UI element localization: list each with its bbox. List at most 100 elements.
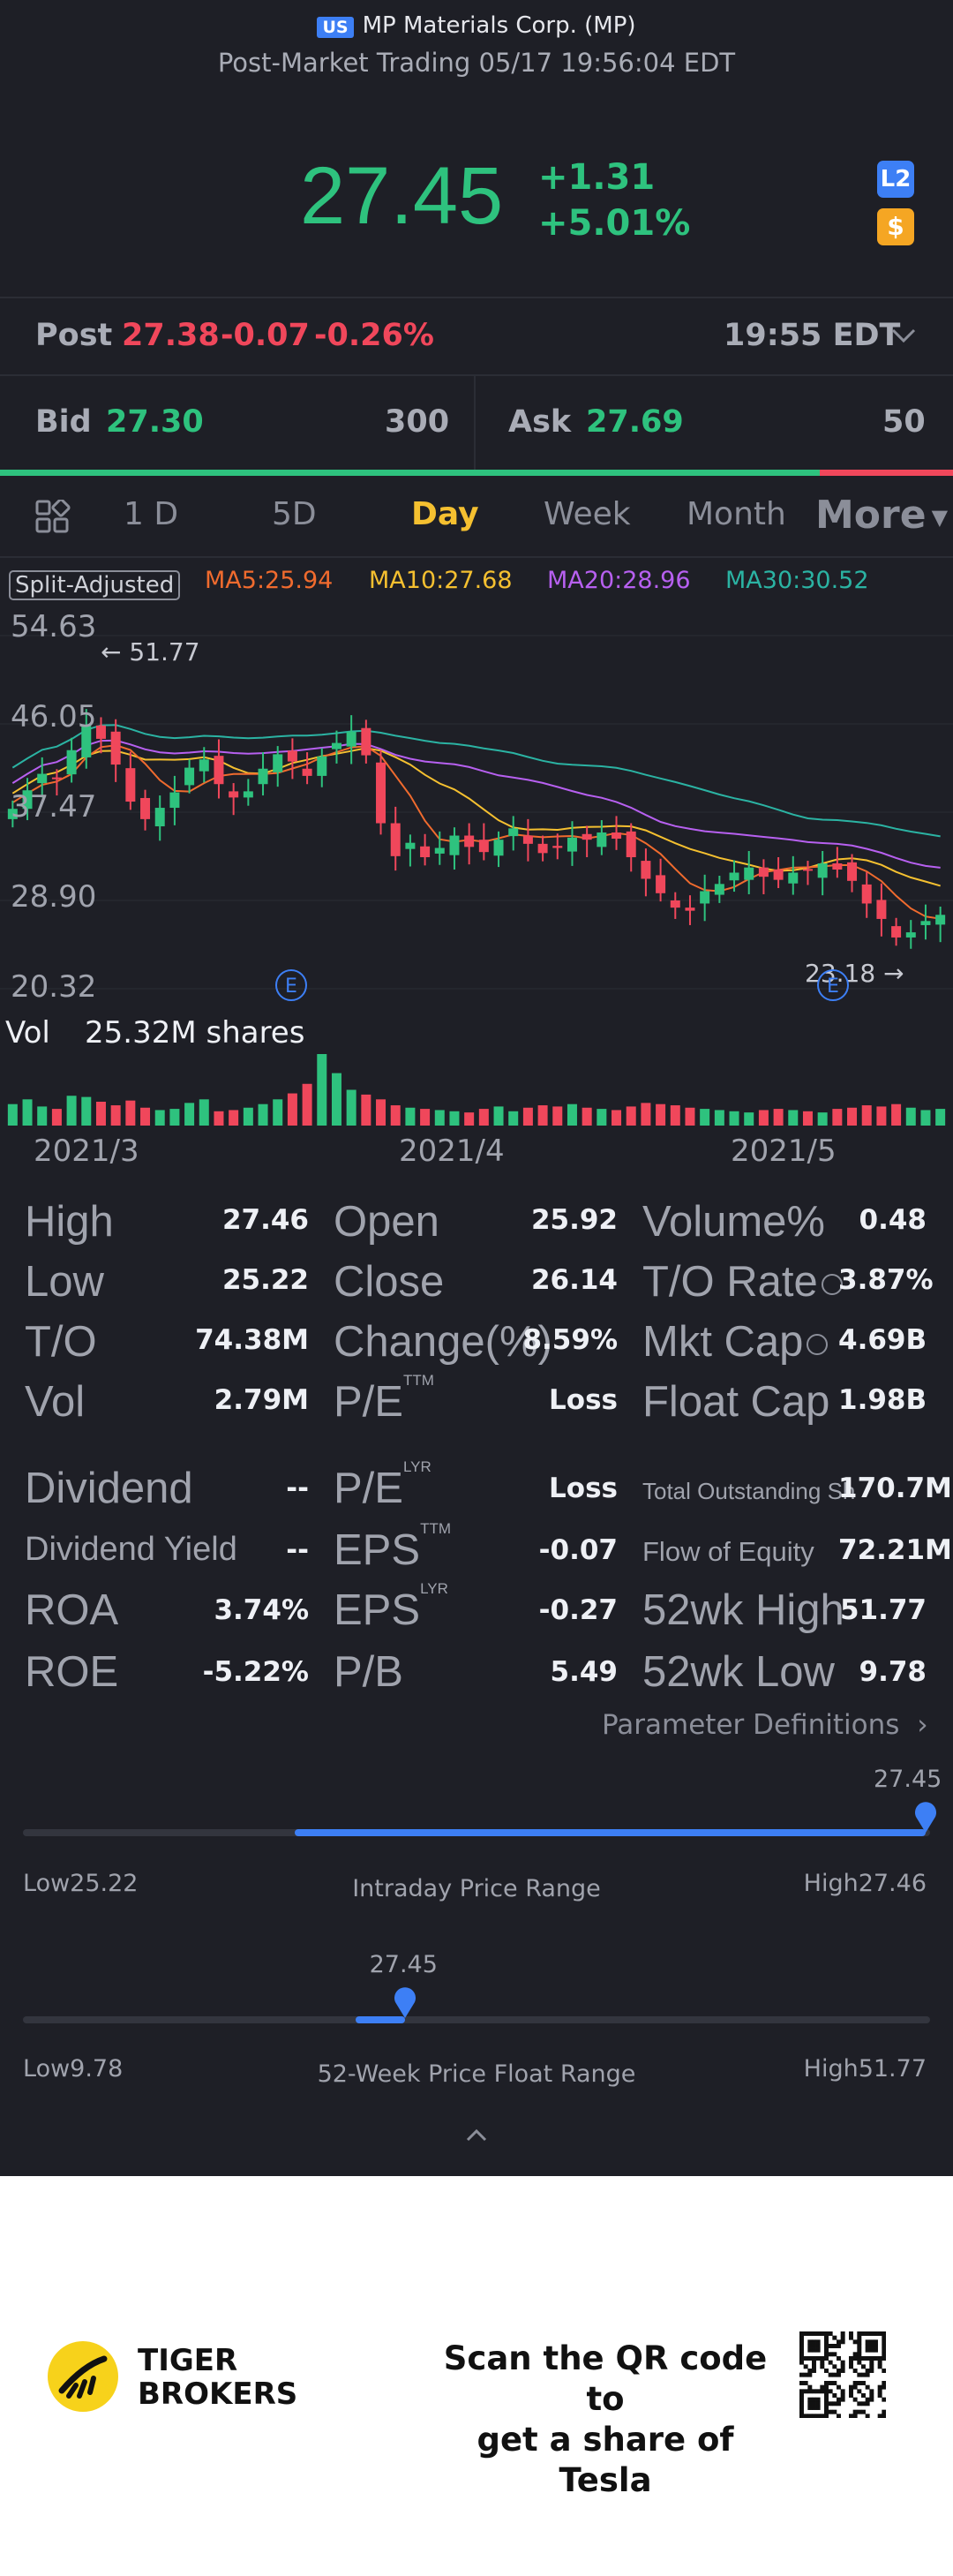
qr-module xyxy=(874,2339,878,2345)
candle-body xyxy=(214,756,224,785)
qr-module xyxy=(865,2331,870,2336)
qr-module xyxy=(837,2401,841,2407)
qr-module xyxy=(869,2369,874,2373)
volume-bar xyxy=(641,1103,651,1126)
qr-module xyxy=(824,2406,829,2410)
qr-module xyxy=(877,2356,882,2361)
level2-label: L2 xyxy=(880,166,912,192)
qr-module xyxy=(849,2384,853,2390)
qr-module xyxy=(832,2344,837,2348)
qr-module xyxy=(820,2331,825,2336)
grid-icon[interactable] xyxy=(35,500,71,535)
qr-module xyxy=(820,2414,825,2418)
qr-module xyxy=(824,2384,829,2390)
stat-dividend-yield-value: -- xyxy=(286,1534,309,1566)
volume-label: Vol xyxy=(5,1015,50,1051)
ask-size: 50 xyxy=(882,404,926,440)
promo-text: Scan the QR code to get a share of Tesla xyxy=(429,2339,782,2501)
earnings-marker-1[interactable]: E xyxy=(275,969,307,1001)
stat-high-value: 27.46 xyxy=(221,1204,309,1236)
last-price: 27.45 xyxy=(300,151,504,241)
qr-module xyxy=(869,2331,874,2336)
stat-pe-ttm-value: Loss xyxy=(549,1384,618,1416)
chevron-up-icon[interactable] xyxy=(464,2126,489,2143)
qr-module xyxy=(824,2369,829,2373)
qr-module xyxy=(824,2331,829,2336)
split-adjusted-toggle[interactable]: Split-Adjusted xyxy=(9,570,181,600)
qr-module xyxy=(865,2414,870,2418)
qr-module xyxy=(807,2347,813,2353)
qr-module xyxy=(815,2347,821,2353)
tab-week[interactable]: Week xyxy=(544,496,631,532)
qr-module xyxy=(840,2335,845,2340)
candle-body xyxy=(140,797,151,819)
tab-5d[interactable]: 5D xyxy=(272,496,317,532)
earnings-marker-2[interactable]: E xyxy=(817,969,849,1001)
chevron-down-icon[interactable] xyxy=(889,325,918,346)
qr-module xyxy=(882,2352,886,2357)
qr-module xyxy=(799,2389,804,2394)
qr-module xyxy=(824,2381,829,2385)
qr-module xyxy=(882,2344,886,2348)
qr-module xyxy=(812,2389,816,2394)
candle-body xyxy=(729,872,739,881)
intraday-current-label: 27.45 xyxy=(874,1766,942,1793)
qr-module xyxy=(861,2381,866,2385)
tab-more[interactable]: More ▼ xyxy=(815,493,948,538)
tab-month[interactable]: Month xyxy=(687,496,786,532)
qr-module xyxy=(799,2393,804,2398)
qr-module xyxy=(807,2331,813,2336)
level2-icon[interactable]: L2 xyxy=(877,161,914,198)
volume-bar xyxy=(522,1107,533,1126)
info-icon[interactable] xyxy=(807,1334,829,1356)
intraday-range-fill xyxy=(295,1829,927,1836)
volume-bar xyxy=(612,1110,622,1126)
qr-module xyxy=(824,2389,829,2394)
qr-module xyxy=(812,2356,816,2361)
qr-module xyxy=(857,2401,862,2407)
intraday-range-title: Intraday Price Range xyxy=(352,1875,601,1902)
volume-bar xyxy=(758,1110,769,1126)
stat-pb-value: 5.49 xyxy=(550,1656,619,1688)
qr-module xyxy=(877,2389,882,2394)
promo-footer[interactable]: TIGER BROKERS Scan the QR code to get a … xyxy=(0,2176,953,2576)
post-label: Post xyxy=(35,318,113,353)
candle-body xyxy=(273,754,283,772)
info-icon[interactable] xyxy=(821,1274,843,1296)
qr-module xyxy=(857,2347,862,2353)
qr-module xyxy=(799,2356,804,2361)
qr-module xyxy=(812,2397,816,2402)
qr-module xyxy=(799,2352,804,2357)
volume-bar xyxy=(920,1110,931,1126)
ma30-line xyxy=(11,724,941,838)
parameter-definitions-link[interactable]: Parameter Definitions › xyxy=(602,1709,928,1741)
volume-bar xyxy=(66,1096,77,1126)
qr-module xyxy=(832,2364,837,2369)
qr-module xyxy=(799,2381,804,2385)
qr-module xyxy=(869,2393,874,2398)
tab-1d[interactable]: 1 D xyxy=(124,496,179,532)
qr-module xyxy=(865,2384,870,2390)
qr-module xyxy=(824,2347,829,2353)
qr-module xyxy=(812,2347,816,2353)
candle-body xyxy=(229,791,239,798)
volume-bar xyxy=(626,1106,636,1126)
volume-bar xyxy=(81,1096,92,1126)
price-chart[interactable] xyxy=(0,609,953,1130)
qr-module xyxy=(837,2369,841,2373)
candle-body xyxy=(22,790,33,810)
qr-module xyxy=(837,2384,841,2390)
dollar-icon[interactable]: $ xyxy=(877,208,914,245)
candle-body xyxy=(493,840,504,856)
stat-pb-label: P/B xyxy=(334,1648,403,1696)
tab-day[interactable]: Day xyxy=(411,496,479,532)
qr-module xyxy=(824,2401,829,2407)
qr-module xyxy=(882,2409,886,2414)
ma20-line xyxy=(11,739,941,869)
stat-to-rate-value: 3.87% xyxy=(838,1264,934,1296)
stat-vol-label: Vol xyxy=(25,1378,86,1426)
candle-body xyxy=(537,843,548,854)
volume-bar xyxy=(685,1107,695,1126)
candle-body xyxy=(685,908,695,911)
stat-to-rate-text: T/O Rate xyxy=(642,1258,818,1306)
